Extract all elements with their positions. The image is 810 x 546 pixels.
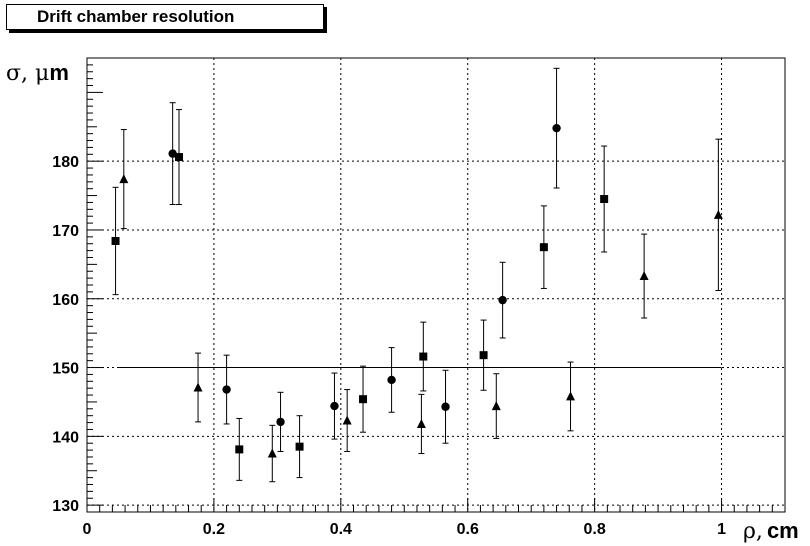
triangle-marker xyxy=(713,209,723,219)
tick-labels: 0 0.2 0.4 0.6 0.8 1 130 140 150 160 170 180 xyxy=(52,154,726,538)
triangle-marker xyxy=(193,382,203,392)
axis-ticks xyxy=(86,57,786,512)
error-bars xyxy=(112,67,722,483)
y-tick-label: 180 xyxy=(52,154,79,171)
y-tick-label: 130 xyxy=(52,498,79,515)
square-marker xyxy=(600,195,609,204)
y-tick-label: 170 xyxy=(52,223,79,240)
triangle-marker xyxy=(566,391,576,401)
circle-marker xyxy=(387,375,396,385)
circle-marker xyxy=(441,402,450,411)
triangle-marker xyxy=(491,401,501,411)
triangle-marker xyxy=(639,271,649,281)
triangle-marker xyxy=(267,448,277,458)
x-tick-label: 0.2 xyxy=(203,521,225,538)
x-axis-label-unit: cm xyxy=(767,518,799,543)
circle-marker xyxy=(222,385,231,394)
x-axis-label-symbol: ρ, xyxy=(743,519,763,544)
y-axis-label-symbol: σ, μ xyxy=(6,61,49,86)
y-axis-label-unit: m xyxy=(49,60,69,85)
square-marker xyxy=(111,236,120,245)
square-marker xyxy=(539,243,548,252)
y-tick-label: 160 xyxy=(52,292,79,309)
y-tick-label: 140 xyxy=(52,429,79,446)
square-marker xyxy=(359,395,368,404)
circle-marker xyxy=(330,401,339,411)
y-axis-label: σ, μm xyxy=(6,60,69,86)
circle-marker xyxy=(168,149,177,158)
plot-frame xyxy=(86,57,786,513)
x-tick-label: 0.6 xyxy=(457,521,479,538)
chart-title: Drift chamber resolution xyxy=(6,4,324,30)
circle-marker xyxy=(498,295,507,305)
triangle-marker xyxy=(342,415,352,425)
square-marker xyxy=(235,445,244,454)
x-tick-label: 0.4 xyxy=(330,521,352,538)
circle-marker xyxy=(276,417,285,427)
grid xyxy=(87,58,785,512)
square-marker xyxy=(419,352,428,361)
square-marker xyxy=(295,442,304,451)
circle-marker xyxy=(552,123,561,133)
x-axis-label: ρ, cm xyxy=(743,518,799,544)
square-marker xyxy=(175,153,184,162)
square-marker xyxy=(479,351,488,360)
markers xyxy=(111,123,723,458)
x-tick-label: 0.8 xyxy=(584,521,606,538)
x-tick-label: 1 xyxy=(717,521,726,538)
chart-title-text: Drift chamber resolution xyxy=(37,7,235,26)
triangle-marker xyxy=(119,174,129,184)
x-tick-label: 0 xyxy=(83,521,92,538)
triangle-marker xyxy=(416,418,426,428)
y-tick-label: 150 xyxy=(52,361,79,378)
